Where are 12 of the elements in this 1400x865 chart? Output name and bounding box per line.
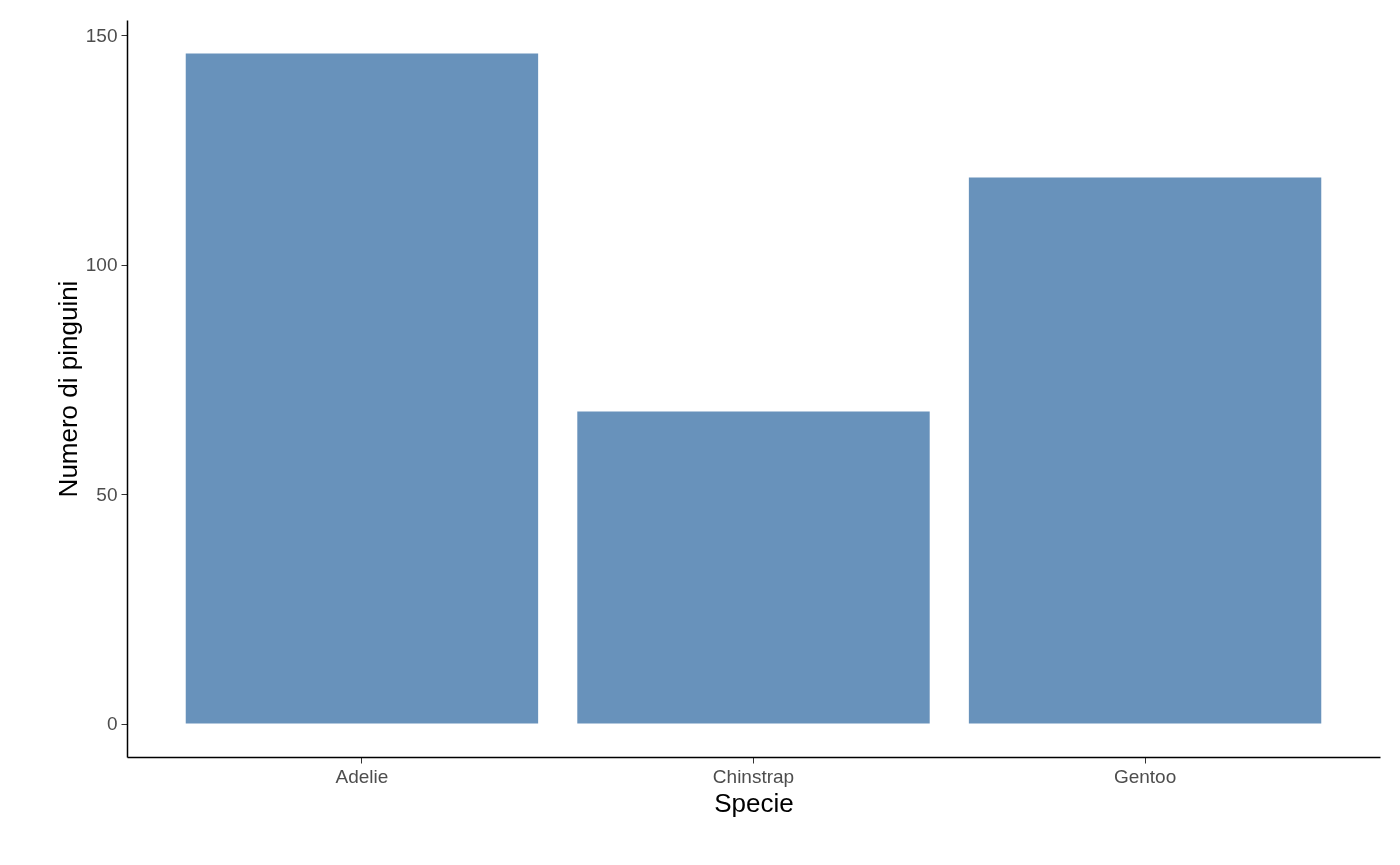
- y-tick-label: 50: [96, 483, 118, 505]
- x-axis-title: Specie: [714, 787, 794, 818]
- bar: [577, 411, 930, 724]
- bar: [185, 53, 539, 724]
- x-tick-label: Chinstrap: [712, 765, 795, 787]
- x-tick-label: Adelie: [335, 765, 389, 787]
- y-tick-label: 150: [85, 24, 118, 46]
- y-tick-label: 0: [106, 713, 118, 734]
- bar: [968, 177, 1322, 724]
- x-tick-label: Gentoo: [1113, 765, 1177, 787]
- y-axis-title: Numero di pinguini: [52, 280, 83, 498]
- y-tick-label: 100: [85, 254, 118, 276]
